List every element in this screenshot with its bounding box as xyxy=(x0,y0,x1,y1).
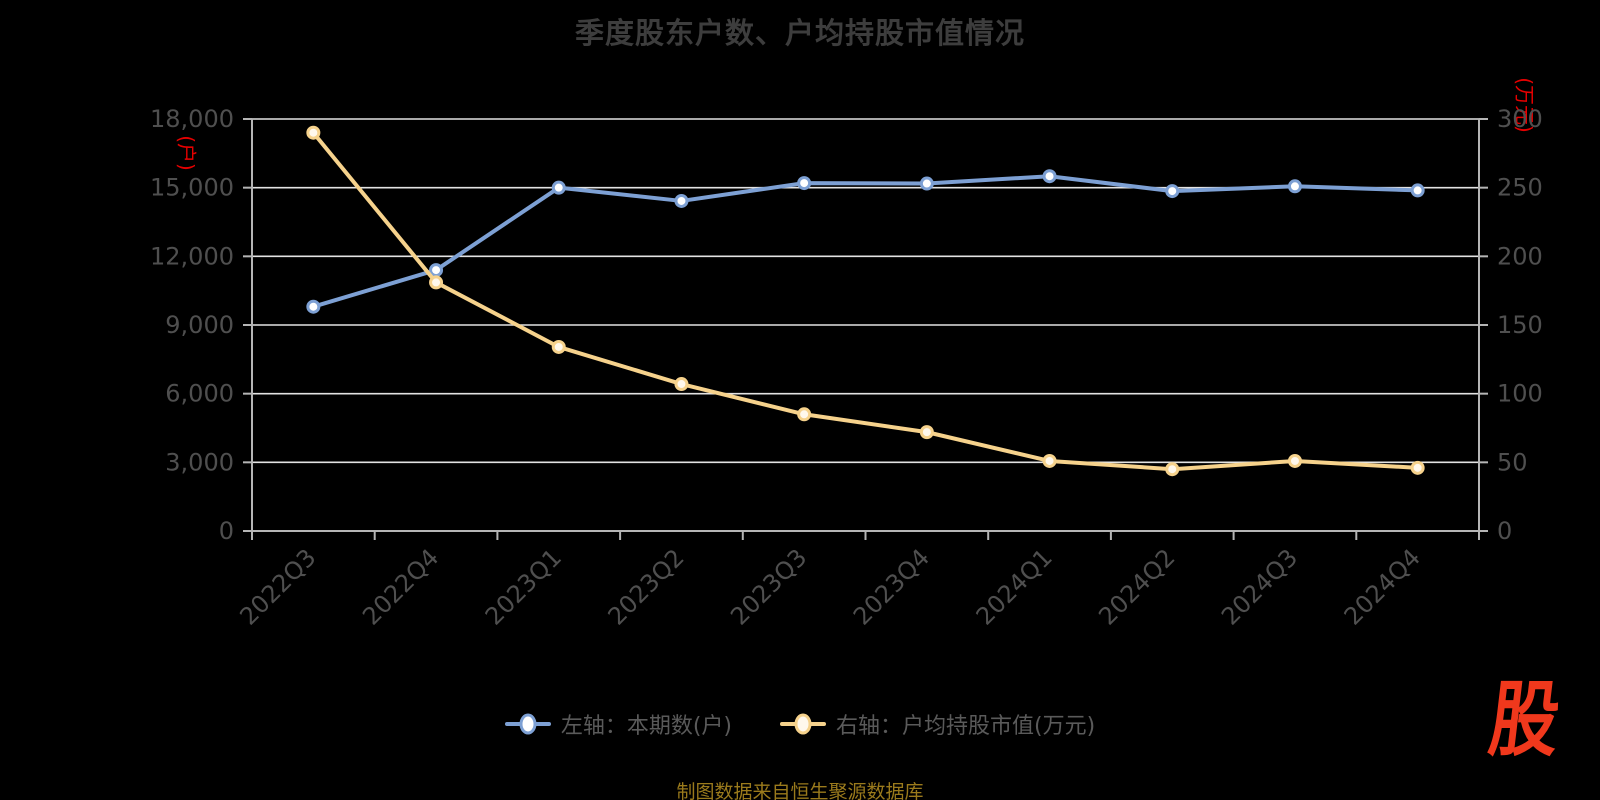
legend-label: 右轴：户均持股市值(万元) xyxy=(836,714,1096,739)
x-axis-label: 2023Q4 xyxy=(848,543,935,630)
x-axis-label: 2024Q1 xyxy=(971,543,1058,630)
y-axis-label-left: 9,000 xyxy=(165,311,234,339)
data-point-marker xyxy=(551,339,566,354)
legend-item-shareholder-count[interactable]: 左轴：本期数(户) xyxy=(504,708,732,740)
legend-line-marker-icon xyxy=(780,711,826,737)
data-point-marker xyxy=(674,377,689,392)
x-axis-label: 2023Q1 xyxy=(480,543,567,630)
y-axis-label-left: 18,000 xyxy=(150,105,234,133)
x-axis-label: 2022Q4 xyxy=(357,543,444,630)
data-point-marker xyxy=(429,263,444,278)
y-axis-label-right: 150 xyxy=(1497,311,1543,339)
y-axis-label-left: 0 xyxy=(219,517,234,545)
y-axis-label-right: 250 xyxy=(1497,174,1543,202)
brand-logo: 股 xyxy=(1484,673,1565,768)
x-axis-label: 2023Q3 xyxy=(725,543,812,630)
y-axis-label-right: 300 xyxy=(1497,105,1543,133)
data-point-marker xyxy=(1042,169,1057,184)
data-point-marker xyxy=(1287,179,1302,194)
data-source-note: 制图数据来自恒生聚源数据库 xyxy=(676,781,924,800)
data-point-marker xyxy=(1410,460,1425,475)
data-point-marker xyxy=(1165,462,1180,477)
data-point-marker xyxy=(797,407,812,422)
series-line xyxy=(311,130,1420,472)
y-axis-label-right: 0 xyxy=(1497,517,1512,545)
data-point-marker xyxy=(919,425,934,440)
x-axis-label: 2023Q2 xyxy=(603,543,690,630)
y-axis-label-left: 6,000 xyxy=(165,380,234,408)
x-axis-label: 2022Q3 xyxy=(234,543,321,630)
data-point-marker xyxy=(1287,453,1302,468)
x-axis-label: 2024Q3 xyxy=(1216,543,1303,630)
legend-item-avg-market-value[interactable]: 右轴：户均持股市值(万元) xyxy=(780,708,1095,740)
data-point-marker xyxy=(674,193,689,208)
legend-label: 左轴：本期数(户) xyxy=(560,714,732,739)
x-axis-label: 2024Q2 xyxy=(1093,543,1180,630)
y-axis-label-right: 100 xyxy=(1497,380,1543,408)
page-title: 季度股东户数、户均持股市值情况 xyxy=(574,16,1025,50)
chart-legend: 左轴：本期数(户) 右轴：户均持股市值(万元) xyxy=(0,698,1600,750)
x-axis-label: 2024Q4 xyxy=(1339,543,1426,630)
data-point-marker xyxy=(919,176,934,191)
legend-line-marker-icon xyxy=(504,711,551,737)
data-point-marker xyxy=(1042,453,1057,468)
data-point-marker xyxy=(551,180,566,195)
y-axis-label-right: 50 xyxy=(1497,448,1528,476)
series-line xyxy=(311,174,1420,309)
data-point-marker xyxy=(306,299,321,314)
data-point-marker xyxy=(429,275,444,290)
y-axis-label-left: 15,000 xyxy=(150,174,234,202)
data-point-marker xyxy=(1410,183,1425,198)
y-axis-label-left: 12,000 xyxy=(150,242,234,270)
data-point-marker xyxy=(306,125,321,140)
y-axis-label-left: 3,000 xyxy=(165,448,234,476)
data-point-marker xyxy=(797,176,812,191)
data-point-marker xyxy=(1165,184,1180,199)
y-axis-label-right: 200 xyxy=(1497,242,1543,270)
